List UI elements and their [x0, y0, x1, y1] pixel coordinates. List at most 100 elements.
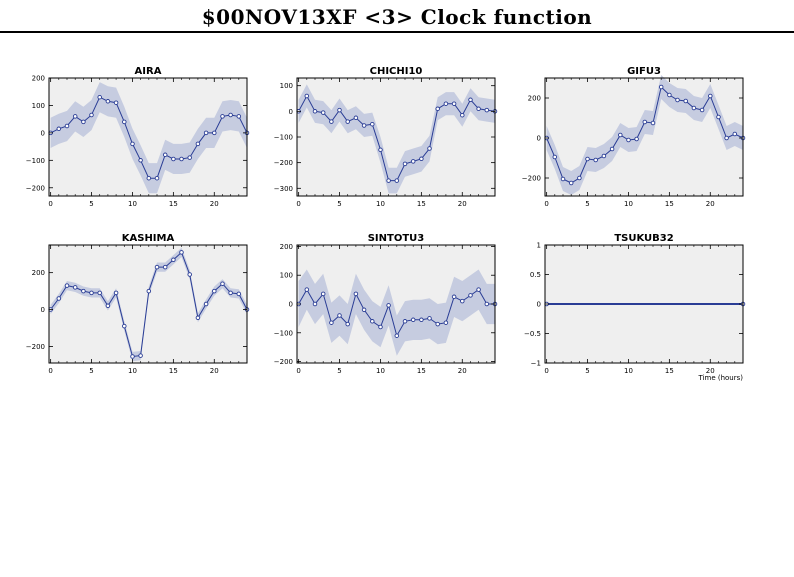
y-tick-label: −200 [26, 184, 45, 192]
data-point [195, 315, 201, 321]
data-point [402, 319, 408, 324]
error-band [298, 84, 495, 194]
data-point [171, 156, 176, 162]
data-point [312, 109, 318, 114]
data-point [577, 175, 582, 181]
data-point [130, 141, 135, 147]
data-point [337, 313, 342, 318]
data-point [212, 130, 217, 136]
data-point [560, 176, 566, 182]
data-point [435, 106, 440, 112]
y-tick-label: −100 [26, 157, 45, 165]
y-tick-label: 0 [289, 301, 293, 309]
data-point [203, 301, 209, 307]
panel-title: CHICHI10 [370, 66, 423, 77]
data-point [732, 131, 738, 137]
data-point [484, 107, 490, 113]
data-point [601, 153, 607, 159]
data-point [97, 290, 102, 296]
data-point [89, 112, 94, 118]
y-tick-label: −0.5 [524, 330, 541, 338]
data-point [402, 161, 408, 167]
data-point [138, 353, 143, 358]
y-tick-label: 1 [537, 242, 541, 250]
data-point [179, 156, 184, 162]
data-point [64, 283, 70, 288]
x-tick-label: 10 [376, 367, 385, 375]
data-point [236, 291, 242, 297]
x-tick-label: 20 [458, 200, 467, 208]
data-point [162, 264, 168, 270]
data-point [236, 114, 242, 119]
x-tick-label: 0 [48, 367, 52, 375]
y-tick-label: 200 [32, 269, 45, 277]
panel-title: TSUKUB32 [614, 233, 673, 244]
y-tick-label: 100 [280, 82, 293, 90]
data-point [427, 146, 432, 151]
data-point [304, 287, 310, 292]
data-point [220, 281, 225, 286]
data-point [337, 107, 342, 113]
data-point [675, 97, 680, 103]
data-point [370, 319, 375, 324]
plot-frame [544, 77, 744, 197]
chart-panel: 0 5 10 15 20 −200 0 200 KASHIMA [26, 233, 250, 375]
data-point [451, 101, 457, 106]
data-point [691, 105, 697, 111]
data-point [195, 141, 201, 147]
data-point [203, 130, 209, 136]
data-point [552, 154, 558, 160]
x-tick-label: 15 [417, 367, 426, 375]
data-point [122, 323, 127, 329]
data-point [345, 119, 350, 124]
y-tick-label: 0 [537, 135, 541, 143]
data-point [386, 178, 391, 183]
data-point [105, 99, 111, 104]
y-tick-label: 200 [528, 95, 541, 103]
data-point [593, 157, 598, 163]
x-tick-label: 5 [89, 200, 93, 208]
y-tick-label: −200 [26, 343, 45, 351]
x-tick-label: 20 [210, 200, 219, 208]
data-point [130, 354, 135, 359]
data-point [56, 126, 62, 132]
x-axis-label: Time (hours) [698, 374, 744, 382]
data-point [353, 291, 359, 297]
y-tick-label: 0 [537, 301, 541, 309]
y-tick-label: 100 [32, 102, 45, 110]
data-point [146, 175, 152, 181]
y-tick-label: −200 [274, 159, 293, 167]
chart-panel: 0 5 10 15 20 −1 −0.5 0 0.5 1 TSUKUB32 Time (hours) [524, 233, 746, 382]
x-tick-label: 5 [89, 367, 93, 375]
error-band [546, 75, 743, 195]
data-point [228, 290, 233, 296]
data-point [699, 107, 705, 113]
data-point [329, 320, 334, 325]
data-point [138, 158, 143, 163]
y-tick-label: −1 [531, 360, 541, 368]
x-tick-label: 10 [624, 200, 633, 208]
data-point [410, 159, 416, 164]
x-tick-label: 15 [169, 367, 178, 375]
data-point [419, 317, 424, 323]
page-title: $00NOV13XF <3> Clock function [201, 5, 593, 29]
data-point [716, 114, 721, 120]
data-point [122, 119, 127, 125]
data-point [626, 137, 631, 143]
data-point [187, 155, 192, 160]
chart-panel: 0 5 10 15 20 −200 0 200 GIFU3 [522, 66, 746, 208]
data-point [171, 257, 176, 263]
y-tick-label: 0 [41, 129, 45, 137]
chart-panel: 0 5 10 15 20 −200 −100 0 100 200 SINTOTU3 [274, 233, 498, 375]
x-tick-label: 5 [337, 200, 341, 208]
x-tick-label: 20 [458, 367, 467, 375]
data-point [724, 135, 729, 141]
data-point [304, 93, 310, 99]
y-tick-label: −100 [274, 134, 293, 142]
y-tick-label: 0 [289, 108, 293, 116]
data-point [81, 288, 86, 294]
x-tick-label: 0 [544, 367, 548, 375]
x-tick-label: 5 [337, 367, 341, 375]
x-tick-label: 0 [296, 367, 300, 375]
x-tick-label: 10 [128, 367, 137, 375]
